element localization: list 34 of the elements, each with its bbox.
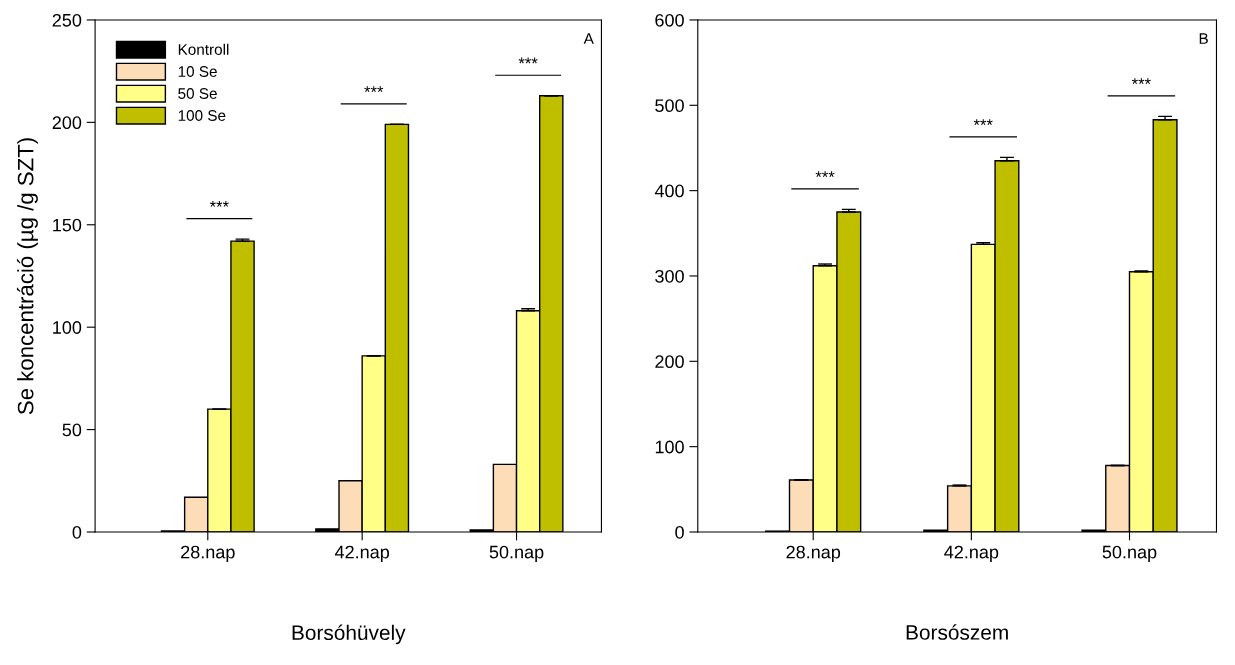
x-tick-label: 28.nap	[181, 545, 235, 563]
y-tick-label: 150	[53, 218, 82, 232]
y-tick-label: 0	[675, 525, 684, 539]
legend-label: 10 Se	[178, 66, 217, 77]
y-tick-label: 100	[655, 440, 684, 454]
y-tick-label: 600	[655, 13, 684, 27]
annotation: B	[1199, 33, 1208, 44]
annotation: A	[583, 33, 594, 44]
y-axis-title: Se koncentráció (µg /g SZT)	[16, 138, 38, 415]
annotation: ***	[364, 86, 384, 93]
annotation: ***	[973, 119, 993, 126]
y-tick-label: 0	[72, 525, 82, 539]
x-tick-label: 50.nap	[489, 545, 544, 563]
legend-label: Kontroll	[178, 43, 229, 55]
annotation: ***	[518, 57, 538, 64]
y-tick-label: 300	[655, 269, 684, 283]
annotation: ***	[1131, 78, 1151, 85]
x-tick-label: 28.nap	[786, 545, 841, 563]
x-tick-label: 50.nap	[1102, 545, 1157, 563]
y-tick-label: 50	[62, 423, 82, 437]
annotation: ***	[815, 171, 835, 178]
y-tick-label: 200	[52, 116, 82, 130]
x-tick-label: 42.nap	[334, 545, 390, 563]
legend-label: 50 Se	[178, 88, 217, 99]
legend-label: 100 Se	[178, 110, 226, 121]
x-axis-title: Borsószem	[906, 624, 1008, 640]
x-tick-label: 42.nap	[944, 545, 999, 563]
y-tick-label: 500	[655, 99, 684, 113]
annotation: ***	[209, 200, 229, 207]
x-axis-title: Borsóhüvely	[292, 624, 406, 645]
y-tick-label: 200	[655, 355, 684, 369]
y-tick-label: 100	[53, 321, 82, 334]
y-tick-label: 250	[52, 13, 82, 27]
y-tick-label: 400	[654, 184, 684, 198]
